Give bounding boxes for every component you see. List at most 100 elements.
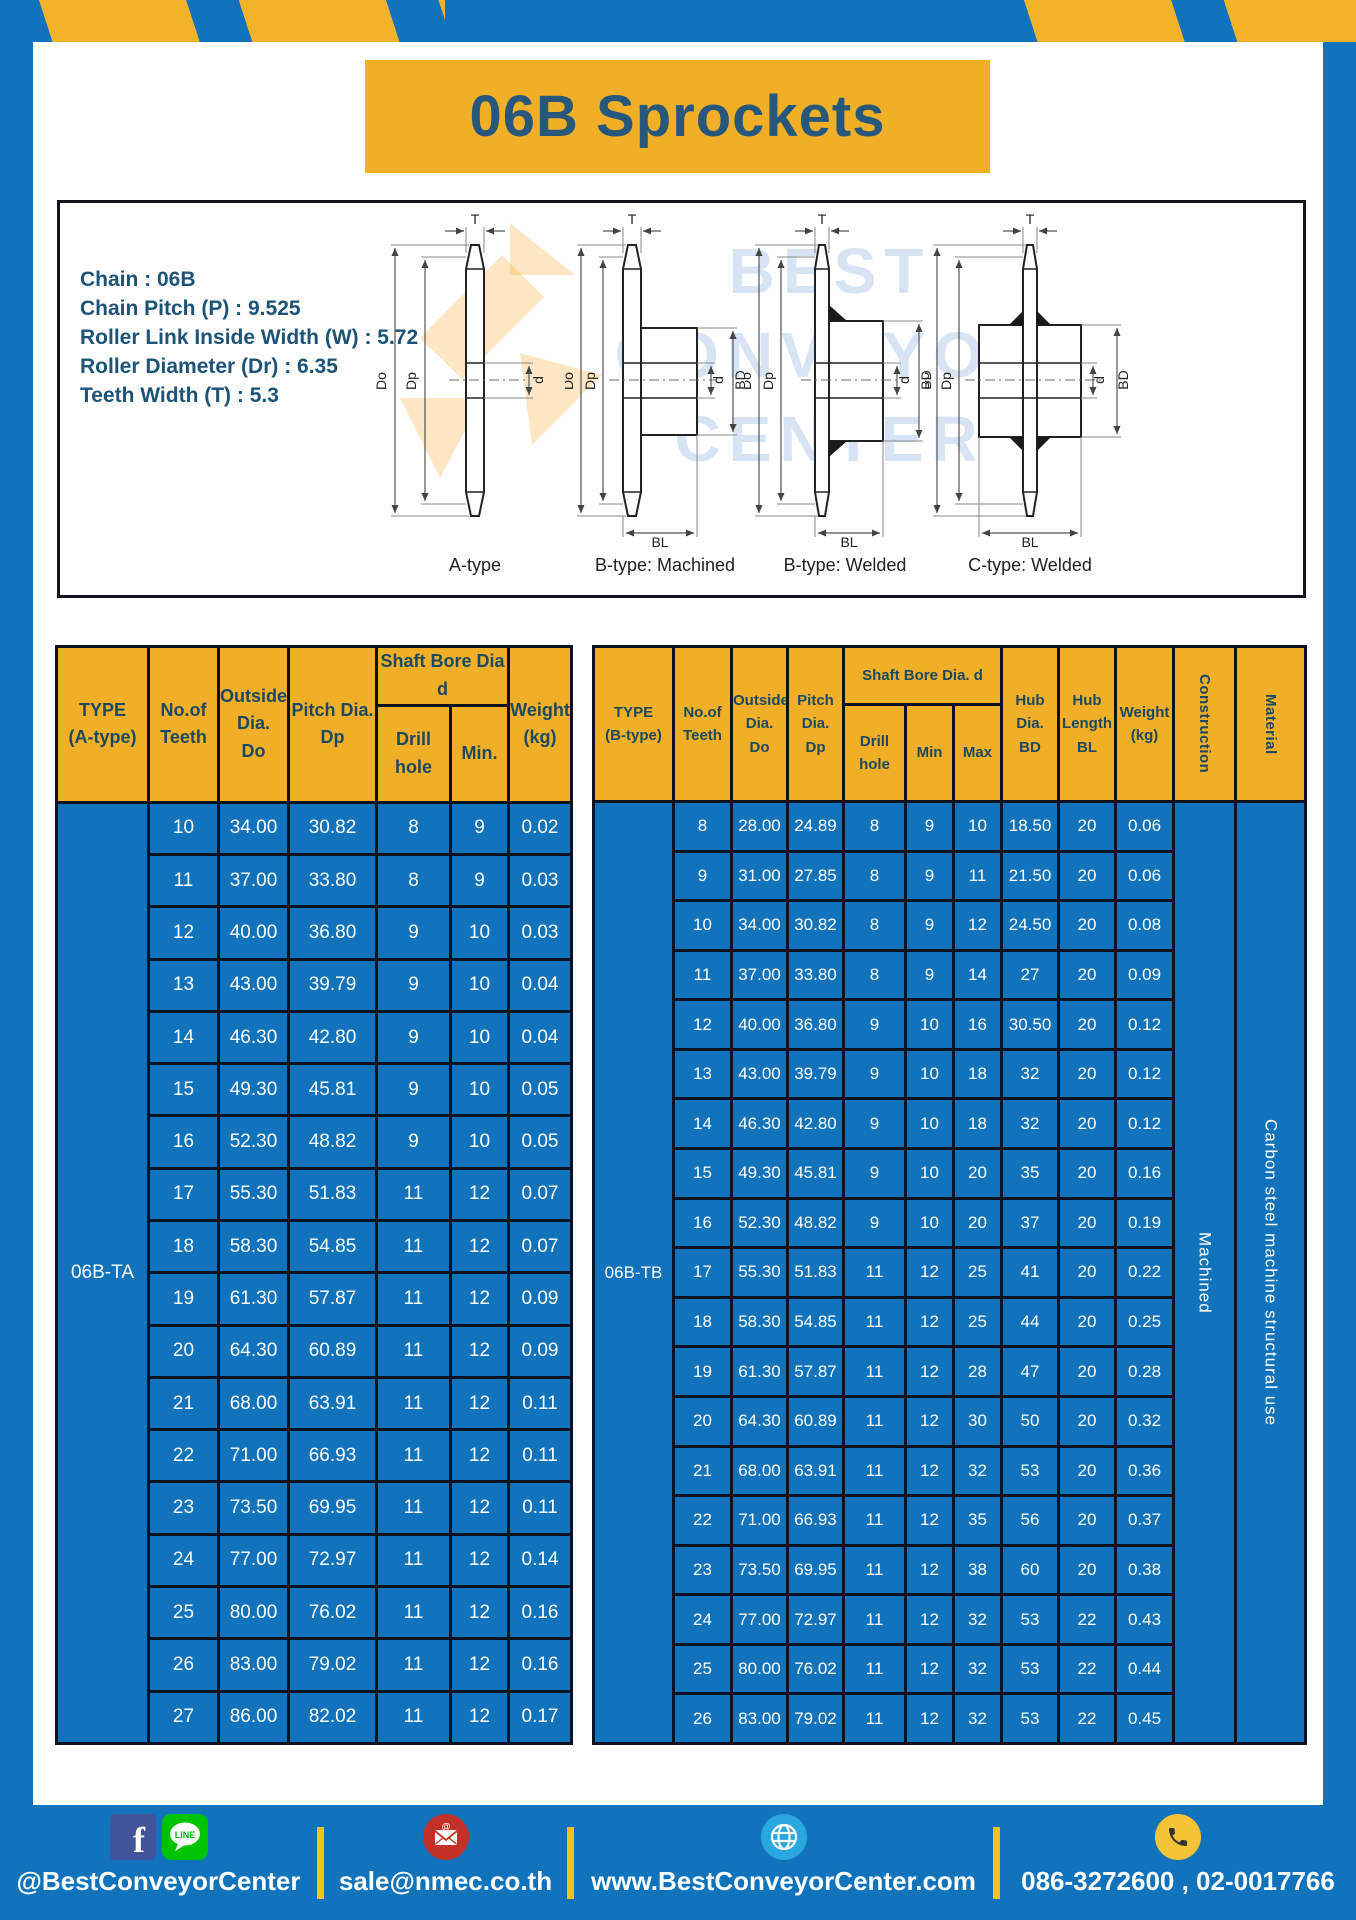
footer-divider — [567, 1826, 574, 1899]
cell: 79.02 — [287, 1637, 378, 1693]
cell: 32 — [1000, 1047, 1061, 1101]
dim-d: d — [710, 376, 726, 384]
cell: 35 — [951, 1494, 1004, 1547]
cell: 53 — [1000, 1642, 1061, 1696]
c-type-welded-diagram: T Do Dp d BD BL — [925, 213, 1131, 548]
cell: 20 — [1057, 1394, 1118, 1448]
table-row: 13 43.00 39.79 9 10 18 32 20 0.12 — [594, 1047, 1306, 1101]
material-cell: Carbon steel machine structural use — [1234, 800, 1308, 1745]
cell: 0.32 — [1114, 1394, 1176, 1448]
cell: 8 — [842, 948, 907, 1002]
cell: 16 — [672, 1196, 733, 1250]
cell: 25 — [951, 1295, 1004, 1349]
cell: 9 — [842, 1196, 907, 1250]
cell: 10 — [449, 1114, 510, 1170]
line-icon: LINE — [161, 1814, 208, 1860]
cell: 0.11 — [507, 1375, 573, 1432]
cell: 10 — [904, 1196, 955, 1250]
cell: 39.79 — [786, 1047, 845, 1101]
table-row: 18 58.30 54.85 11 12 0.07 — [57, 1219, 573, 1275]
phone-icon — [1155, 1814, 1201, 1860]
table-row: 15 49.30 45.81 9 10 20 35 20 0.16 — [594, 1147, 1306, 1200]
cell: 10 — [672, 899, 733, 952]
cell: 83.00 — [730, 1692, 789, 1745]
cell: 40.00 — [730, 998, 789, 1051]
dim-dp: Dp — [582, 372, 598, 390]
cell: 0.05 — [507, 1062, 573, 1118]
cell: 17 — [147, 1166, 220, 1223]
cell: 9 — [672, 849, 733, 903]
cell: 73.50 — [217, 1480, 290, 1536]
cell: 11 — [842, 1345, 907, 1398]
cell: 64.30 — [217, 1323, 290, 1379]
table-row: 26 83.00 79.02 11 12 0.16 — [57, 1637, 573, 1693]
cell: 43.00 — [730, 1047, 789, 1101]
table-b: TYPE (B-type) No.of Teeth Outside Dia. D… — [592, 645, 1308, 1745]
cell: 9 — [375, 957, 452, 1013]
cell: 32 — [951, 1642, 1004, 1696]
cell: 53 — [1000, 1692, 1061, 1745]
cell: 20 — [1057, 1246, 1118, 1299]
header-construction: Construction — [1172, 645, 1238, 803]
cell: 24.50 — [1000, 899, 1061, 952]
cell: 25 — [672, 1642, 733, 1696]
cell: 9 — [842, 1047, 907, 1101]
cell: 0.12 — [1114, 1097, 1176, 1151]
cell: 53 — [1000, 1593, 1061, 1646]
cell: 86.00 — [217, 1689, 290, 1746]
dim-dp: Dp — [760, 372, 776, 390]
cell: 79.02 — [786, 1692, 845, 1745]
cell: 76.02 — [287, 1584, 378, 1641]
cell: 0.03 — [507, 853, 573, 909]
cell: 55.30 — [730, 1246, 789, 1299]
footer-divider — [317, 1826, 324, 1899]
cell: 32 — [951, 1444, 1004, 1498]
cell: 0.03 — [507, 905, 573, 961]
cell: 12 — [449, 1271, 510, 1327]
spec-line: Chain Pitch (P) : 9.525 — [80, 297, 301, 320]
cell: 11 — [842, 1494, 907, 1547]
cell: 33.80 — [287, 853, 378, 909]
cell: 23 — [672, 1543, 733, 1597]
table-b-type-cell: 06B-TB — [592, 800, 675, 1745]
cell: 50 — [1000, 1394, 1061, 1448]
table-row: 13 43.00 39.79 9 10 0.04 — [57, 957, 573, 1013]
table-row: 9 31.00 27.85 8 9 11 21.50 20 0.06 — [594, 849, 1306, 903]
cell: 69.95 — [786, 1543, 845, 1597]
table-row: 16 52.30 48.82 9 10 20 37 20 0.19 — [594, 1196, 1306, 1250]
cell: 32 — [951, 1593, 1004, 1646]
cell: 12 — [147, 905, 220, 961]
page-title: 06B Sprockets — [365, 60, 990, 173]
footer-website: www.BestConveyorCenter.com — [591, 1866, 976, 1896]
cell: 27.85 — [786, 849, 845, 903]
dim-bl: BL — [840, 534, 857, 548]
cell: 61.30 — [217, 1271, 290, 1327]
cell: 0.25 — [1114, 1295, 1176, 1349]
header-teeth: No.of Teeth — [672, 645, 733, 803]
cell: 54.85 — [287, 1219, 378, 1275]
cell: 77.00 — [730, 1593, 789, 1646]
globe-icon — [760, 1814, 807, 1860]
table-row: 25 80.00 76.02 11 12 32 53 22 0.44 — [594, 1642, 1306, 1696]
table-row: 24 77.00 72.97 11 12 0.14 — [57, 1532, 573, 1589]
dim-d: d — [530, 376, 546, 384]
cell: 14 — [951, 948, 1004, 1002]
footer-email-section: @ sale@nmec.co.th — [324, 1805, 567, 1920]
b-type-machined-diagram: T Do Dp d BD BL — [565, 213, 748, 548]
caption-c-type-welded: C-type: Welded — [968, 555, 1092, 575]
spec-line: Roller Diameter (Dr) : 6.35 — [80, 355, 338, 378]
cell: 8 — [842, 800, 907, 853]
cell: 12 — [951, 899, 1004, 952]
header-max: Max — [951, 703, 1004, 803]
cell: 0.04 — [507, 1009, 573, 1066]
cell: 46.30 — [217, 1009, 290, 1066]
cell: 0.38 — [1114, 1543, 1176, 1597]
spec-line: Teeth Width (T) : 5.3 — [80, 384, 279, 407]
cell: 12 — [904, 1692, 955, 1745]
header-shaft-bore: Shaft Bore Dia d — [375, 645, 510, 707]
cell: 14 — [147, 1009, 220, 1066]
table-row: 17 55.30 51.83 11 12 0.07 — [57, 1166, 573, 1223]
table-row: 27 86.00 82.02 11 12 0.17 — [57, 1689, 573, 1746]
cell: 76.02 — [786, 1642, 845, 1696]
cell: 80.00 — [217, 1584, 290, 1641]
